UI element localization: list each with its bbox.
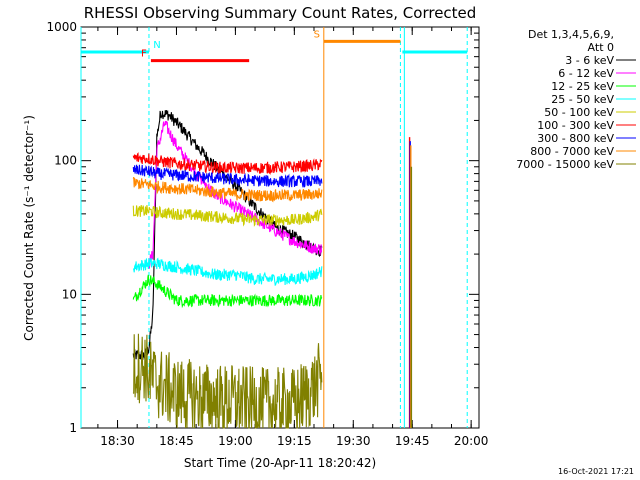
flag-bars: NF S (81, 29, 468, 63)
legend-entry: 50 - 100 keV (544, 106, 614, 119)
series-line (132, 257, 323, 286)
legend-entry: 6 - 12 keV (558, 67, 614, 80)
x-tick-label: 19:45 (395, 434, 430, 448)
series-line (132, 274, 323, 309)
series-line (132, 204, 323, 227)
series-line (132, 110, 323, 361)
flag-label: F (141, 49, 147, 60)
x-tick-label: 18:30 (100, 434, 135, 448)
legend-entry: 12 - 25 keV (551, 80, 614, 93)
y-tick-label: 10 (62, 287, 77, 301)
footer-date: 16-Oct-2021 17:21 (558, 467, 634, 476)
y-tick-label: 100 (54, 154, 77, 168)
x-tick-label: 19:30 (336, 434, 371, 448)
y-tick-label: 1 (69, 421, 77, 435)
y-tick-label: 1000 (46, 20, 77, 34)
chart-title: RHESSI Observing Summary Count Rates, Co… (84, 4, 477, 22)
legend-header-line-1: Det 1,3,4,5,6,9, (528, 28, 614, 41)
x-axis-label: Start Time (20-Apr-11 18:20:42) (184, 456, 376, 470)
x-tick-label: 19:00 (218, 434, 253, 448)
y-axis-label: Corrected Count Rate (s⁻¹ detector⁻¹) (22, 115, 36, 341)
series-line (132, 333, 323, 429)
series-line (132, 152, 323, 176)
flag-vlines (80, 27, 468, 428)
legend-entry: 800 - 7000 keV (530, 145, 614, 158)
x-tick-label: 18:45 (159, 434, 194, 448)
legend-entry: 25 - 50 keV (551, 93, 614, 106)
legend-entry: 100 - 300 keV (537, 119, 614, 132)
x-tick-label: 19:15 (277, 434, 312, 448)
legend-header-line-2: Att 0 (588, 41, 614, 54)
legend-entry: 300 - 800 keV (537, 132, 614, 145)
series-layer (132, 110, 413, 429)
series-line (148, 120, 323, 269)
series-line (132, 176, 323, 203)
legend-entry: 3 - 6 keV (565, 54, 614, 67)
series-line (132, 164, 323, 188)
x-tick-label: 20:00 (454, 434, 489, 448)
axis-ticks: 18:30 18:45 19:00 19:15 19:30 19:45 20:00 1 10 10… (46, 20, 488, 448)
legend-entry: 7000 - 15000 keV (516, 158, 614, 171)
flag-label: S (314, 29, 320, 40)
flag-label: N (153, 40, 160, 51)
